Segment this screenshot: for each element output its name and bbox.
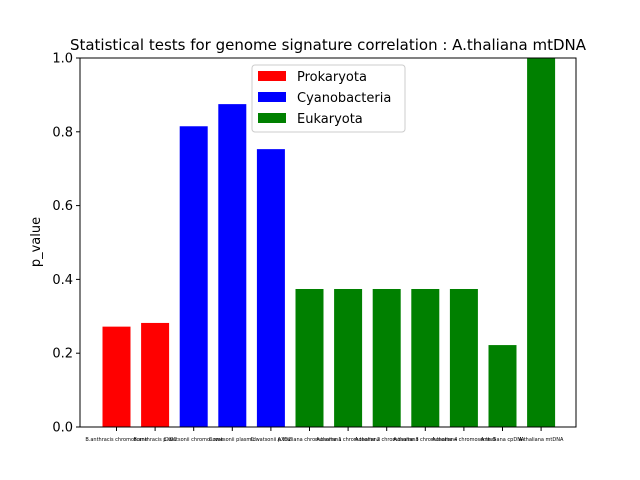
y-tick-label: 0.8	[52, 125, 73, 140]
bar	[527, 58, 556, 427]
bar	[295, 288, 324, 427]
y-tick-label: 0.0	[52, 421, 73, 436]
y-axis: 0.0 0.2 0.4 0.6 0.8 1.0	[52, 52, 80, 436]
bar	[256, 149, 285, 427]
x-tick-label: A.thaliana mtDNA	[519, 437, 564, 443]
y-tick-label: 1.0	[52, 52, 73, 67]
legend-label: Cyanobacteria	[297, 91, 391, 106]
y-tick-label: 0.6	[52, 199, 73, 214]
bar	[488, 345, 517, 427]
y-tick-label: 0.4	[52, 273, 73, 288]
legend-swatch	[258, 71, 286, 81]
bar	[411, 288, 440, 427]
legend-swatch	[258, 113, 286, 123]
legend-label: Prokaryota	[297, 70, 367, 85]
bar	[179, 126, 208, 427]
x-tick-label: C.watsonii plasmid	[209, 437, 256, 443]
legend-box	[251, 64, 406, 133]
bar	[102, 326, 131, 427]
bar	[372, 288, 401, 427]
x-tick-label: B.anthracis chromosome	[85, 437, 147, 443]
x-tick-label: C.watsonii chromosome	[164, 437, 224, 443]
bar	[449, 288, 478, 427]
bars-group	[102, 58, 556, 427]
plot-frame	[79, 57, 577, 428]
x-tick-label: A.thaliana chromosome 4	[393, 437, 457, 443]
x-tick-label: A.thaliana chromosome 2	[316, 437, 380, 443]
bar	[218, 104, 247, 427]
bar	[141, 322, 170, 427]
chart-title: Statistical tests for genome signature c…	[70, 36, 587, 54]
x-tick-label: A.thaliana chromosome 3	[355, 437, 419, 443]
legend-swatch	[258, 92, 286, 102]
x-tick-label: C.watsonii pXO2	[251, 437, 292, 443]
legend: Prokaryota Cyanobacteria Eukaryota	[251, 64, 406, 133]
y-tick-label: 0.2	[52, 347, 73, 362]
legend-label: Eukaryota	[297, 112, 363, 127]
x-tick-label: B.anthracis pXO1	[133, 437, 176, 443]
x-tick-label: A.thaliana cpDNA	[481, 437, 525, 443]
bar	[334, 288, 363, 427]
x-tick-label: A.thaliana chromosome 5	[432, 437, 496, 443]
y-axis-label: p_value	[29, 217, 44, 267]
x-tick-label: A.thaliana chromosome 1	[277, 437, 341, 443]
